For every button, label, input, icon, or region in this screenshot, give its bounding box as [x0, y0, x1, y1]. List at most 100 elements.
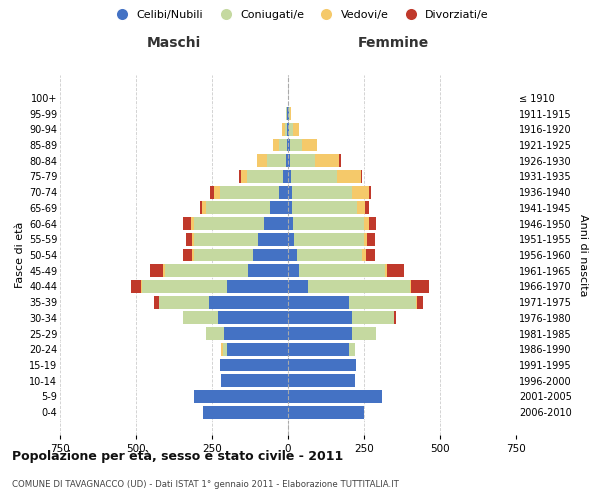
Bar [288, 154, 290, 167]
Bar [220, 358, 288, 372]
Bar [263, 217, 288, 230]
Text: Maschi: Maschi [147, 36, 201, 50]
Bar [159, 296, 209, 308]
Bar [288, 217, 293, 230]
Bar [221, 343, 223, 356]
Bar [288, 123, 289, 136]
Bar [292, 186, 352, 198]
Bar [394, 312, 396, 324]
Bar [239, 170, 241, 183]
Bar [290, 107, 291, 120]
Bar [192, 233, 194, 245]
Bar [288, 374, 355, 387]
Bar [257, 154, 268, 167]
Bar [191, 217, 194, 230]
Bar [140, 280, 142, 293]
Bar [165, 264, 248, 277]
Bar [286, 154, 288, 167]
Bar [220, 186, 279, 198]
Bar [367, 233, 374, 245]
Bar [183, 217, 191, 230]
Bar [416, 296, 417, 308]
Bar [369, 186, 371, 198]
Bar [270, 202, 288, 214]
Bar [287, 138, 288, 151]
Bar [364, 233, 367, 245]
Bar [186, 233, 192, 245]
Bar [206, 327, 224, 340]
Bar [163, 264, 165, 277]
Bar [284, 123, 287, 136]
Bar [292, 202, 357, 214]
Bar [227, 343, 288, 356]
Bar [288, 296, 349, 308]
Bar [288, 186, 292, 198]
Bar [286, 107, 287, 120]
Bar [417, 296, 423, 308]
Bar [294, 233, 364, 245]
Bar [183, 248, 192, 262]
Bar [227, 280, 288, 293]
Bar [248, 264, 288, 277]
Bar [337, 170, 361, 183]
Bar [194, 233, 257, 245]
Bar [149, 264, 163, 277]
Bar [288, 390, 382, 403]
Bar [288, 138, 290, 151]
Bar [253, 248, 288, 262]
Bar [293, 217, 364, 230]
Bar [364, 217, 368, 230]
Bar [288, 170, 291, 183]
Bar [288, 202, 292, 214]
Bar [288, 280, 308, 293]
Bar [297, 248, 362, 262]
Bar [290, 138, 302, 151]
Bar [131, 280, 140, 293]
Bar [368, 217, 376, 230]
Bar [183, 312, 218, 324]
Y-axis label: Anni di nascita: Anni di nascita [578, 214, 589, 296]
Bar [288, 264, 299, 277]
Bar [206, 202, 270, 214]
Bar [154, 296, 159, 308]
Bar [365, 202, 369, 214]
Text: COMUNE DI TAVAGNACCO (UD) - Dati ISTAT 1° gennaio 2011 - Elaborazione TUTTITALIA: COMUNE DI TAVAGNACCO (UD) - Dati ISTAT 1… [12, 480, 399, 489]
Bar [299, 264, 385, 277]
Bar [289, 123, 293, 136]
Bar [218, 312, 288, 324]
Bar [268, 154, 286, 167]
Bar [308, 280, 410, 293]
Bar [288, 358, 356, 372]
Bar [241, 170, 247, 183]
Bar [361, 170, 362, 183]
Bar [202, 202, 206, 214]
Bar [194, 390, 288, 403]
Bar [357, 202, 365, 214]
Bar [209, 296, 288, 308]
Bar [365, 248, 374, 262]
Bar [273, 138, 279, 151]
Bar [362, 248, 365, 262]
Bar [247, 170, 283, 183]
Bar [194, 248, 253, 262]
Y-axis label: Fasce di età: Fasce di età [14, 222, 25, 288]
Bar [290, 154, 315, 167]
Bar [283, 170, 288, 183]
Bar [349, 296, 416, 308]
Bar [352, 312, 394, 324]
Bar [224, 327, 288, 340]
Text: Popolazione per età, sesso e stato civile - 2011: Popolazione per età, sesso e stato civil… [12, 450, 343, 463]
Bar [288, 327, 352, 340]
Text: Femmine: Femmine [357, 36, 428, 50]
Bar [279, 186, 288, 198]
Bar [288, 312, 352, 324]
Legend: Celibi/Nubili, Coniugati/e, Vedovi/e, Divorziati/e: Celibi/Nubili, Coniugati/e, Vedovi/e, Di… [107, 6, 493, 25]
Bar [349, 343, 355, 356]
Bar [223, 343, 227, 356]
Bar [214, 186, 220, 198]
Bar [287, 123, 288, 136]
Bar [385, 264, 387, 277]
Bar [315, 154, 339, 167]
Bar [352, 186, 369, 198]
Bar [302, 138, 317, 151]
